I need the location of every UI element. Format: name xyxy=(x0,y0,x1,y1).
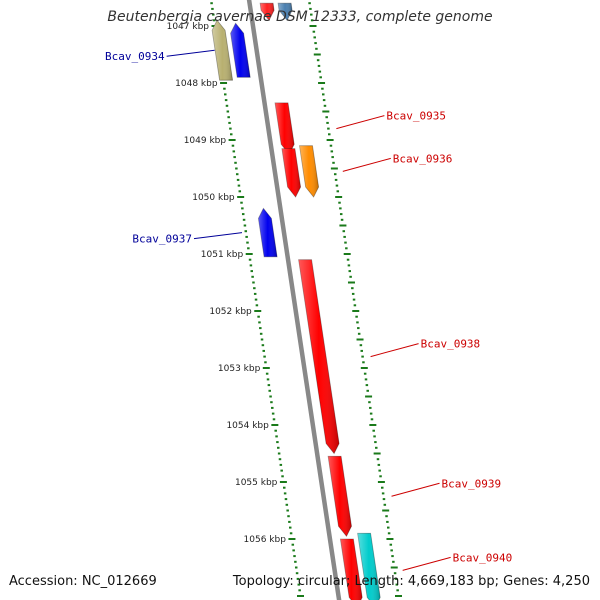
gene-arrow[interactable] xyxy=(259,2,275,22)
genome-backbone xyxy=(246,0,342,600)
gene-arrow[interactable] xyxy=(274,102,295,156)
scale-label: 1052 kbp xyxy=(209,307,252,317)
scale-label: 1050 kbp xyxy=(192,193,235,203)
gene-arrow[interactable] xyxy=(299,145,320,198)
svg-text:Bcav_0936: Bcav_0936 xyxy=(393,152,453,165)
svg-text:Bcav_0937: Bcav_0937 xyxy=(132,233,192,246)
gene-arrow[interactable] xyxy=(281,148,302,198)
scale-label: 1055 kbp xyxy=(235,478,278,488)
gene-arrow[interactable] xyxy=(339,538,363,600)
gene-label[interactable]: Bcav_0939 xyxy=(391,477,502,497)
map-title: Beutenbergia cavernae DSM 12333, complet… xyxy=(107,9,493,25)
gene-label[interactable]: Bcav_0936 xyxy=(342,152,453,172)
svg-text:Bcav_0938: Bcav_0938 xyxy=(421,338,481,351)
gene-label[interactable]: Bcav_0937 xyxy=(132,232,243,246)
svg-text:Bcav_0934: Bcav_0934 xyxy=(105,50,165,63)
accession-label: Accession: NC_012669 xyxy=(9,574,157,589)
gene-arrow[interactable] xyxy=(357,532,381,600)
svg-text:Bcav_0940: Bcav_0940 xyxy=(453,551,513,564)
svg-text:Bcav_0935: Bcav_0935 xyxy=(386,110,446,123)
svg-text:Bcav_0939: Bcav_0939 xyxy=(442,477,502,490)
gene-arrow[interactable] xyxy=(257,207,278,258)
gene-arrow[interactable] xyxy=(211,19,234,81)
gene-label[interactable]: Bcav_0938 xyxy=(370,338,481,358)
gene-label[interactable]: Bcav_0935 xyxy=(336,110,446,130)
scale-label: 1048 kbp xyxy=(175,79,218,89)
scale-label: 1049 kbp xyxy=(184,136,227,146)
scale-label: 1056 kbp xyxy=(244,535,287,545)
gene-arrow[interactable] xyxy=(327,455,352,537)
scale-label: 1047 kbp xyxy=(167,22,210,32)
gene-arrow[interactable] xyxy=(230,22,251,78)
gene-label[interactable]: Bcav_0934 xyxy=(105,49,215,63)
scale-label: 1051 kbp xyxy=(201,250,244,260)
scale-label: 1053 kbp xyxy=(218,364,261,374)
genome-summary: Topology: circular; Length: 4,669,183 bp… xyxy=(232,574,590,589)
scale-label: 1054 kbp xyxy=(226,421,269,431)
gene-label[interactable]: Bcav_0940 xyxy=(402,551,513,571)
gene-arrow[interactable] xyxy=(298,259,340,455)
gene-arrow[interactable] xyxy=(277,2,293,22)
